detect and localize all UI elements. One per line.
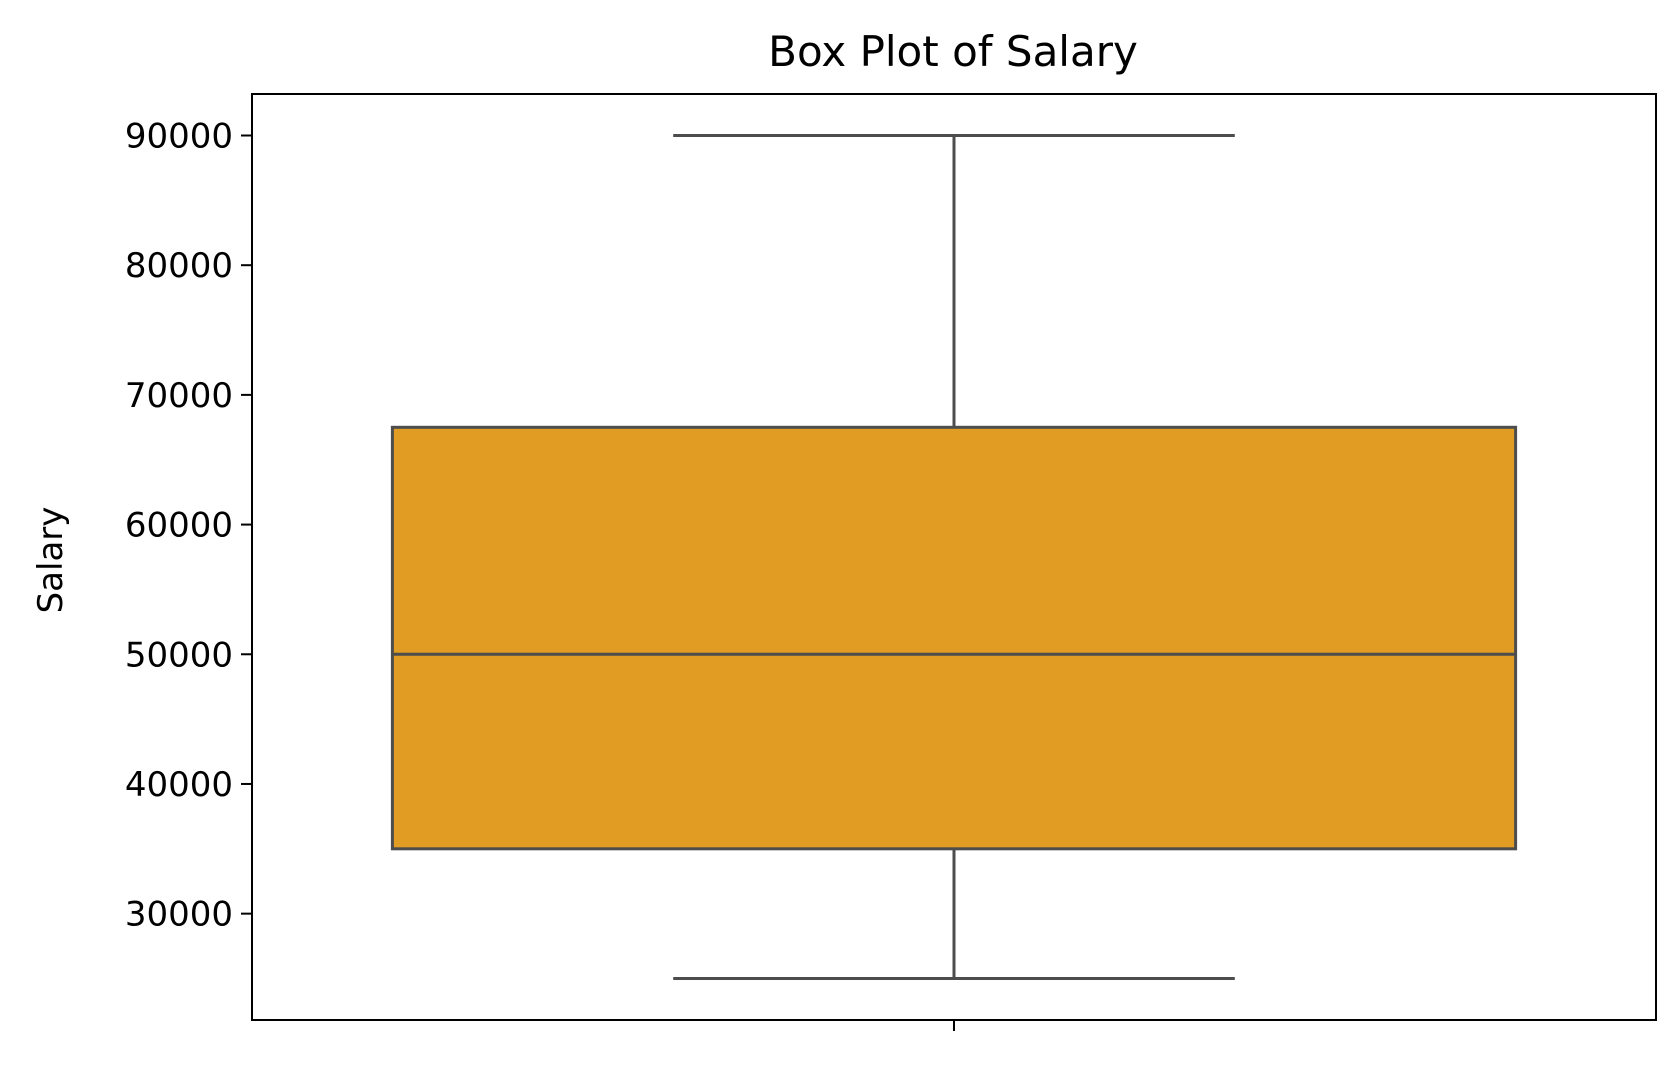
y-tick-label: 30000 <box>125 895 233 935</box>
plot-area <box>390 134 1518 980</box>
y-tick-label: 40000 <box>125 765 233 805</box>
y-tick-label: 80000 <box>125 246 233 286</box>
y-axis-label: Salary <box>31 507 71 614</box>
chart-title: Box Plot of Salary <box>768 27 1138 76</box>
y-tick-label: 90000 <box>125 117 233 157</box>
y-tick-label: 60000 <box>125 506 233 546</box>
y-tick-label: 50000 <box>125 635 233 675</box>
y-tick-label: 70000 <box>125 376 233 416</box>
y-axis-ticks: 30000 40000 50000 60000 70000 80000 90000 <box>125 117 252 935</box>
iqr-box <box>390 425 1518 851</box>
